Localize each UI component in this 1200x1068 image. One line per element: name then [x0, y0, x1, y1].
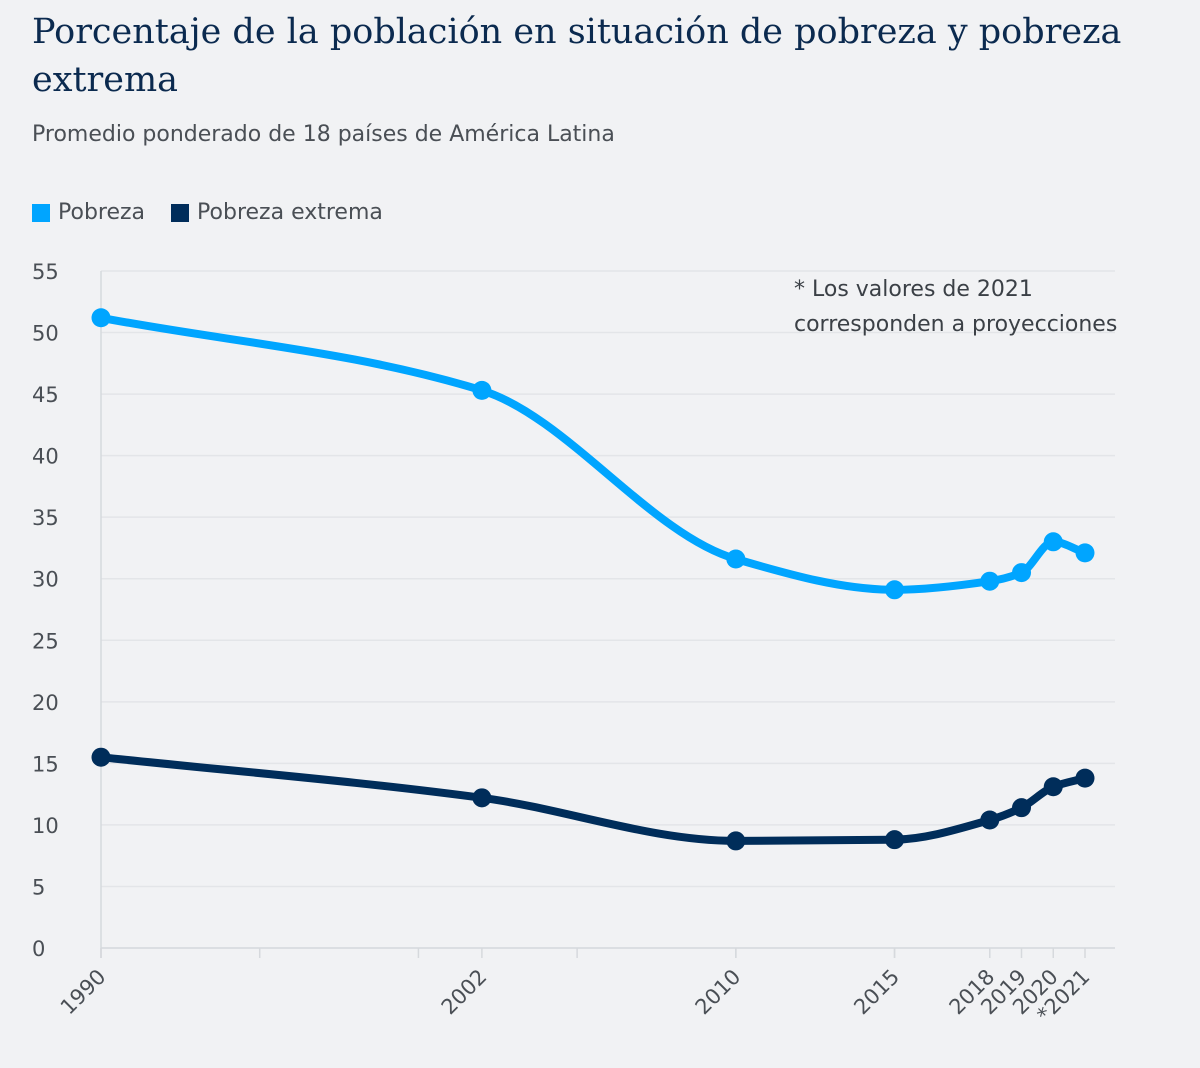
legend: Pobreza Pobreza extrema	[32, 200, 383, 225]
data-point-pobreza-2015[interactable]	[885, 580, 905, 600]
data-point-pobreza-2019[interactable]	[1012, 563, 1032, 583]
legend-label-pobreza: Pobreza	[58, 200, 146, 225]
y-tick-label: 55	[32, 260, 59, 284]
data-point-extrema-1990[interactable]	[91, 747, 111, 767]
series-line-pobreza	[97, 313, 1089, 594]
series-line-extrema	[97, 753, 1089, 845]
y-tick-label: 5	[32, 875, 45, 899]
data-point-extrema-2010[interactable]	[726, 831, 746, 851]
legend-swatch-pobreza	[32, 203, 50, 222]
x-tick-label: 2015	[849, 965, 904, 1020]
chart-title: Porcentaje de la población en situación …	[32, 12, 1122, 100]
x-tick-label: 2010	[691, 965, 746, 1020]
data-point-extrema-2019[interactable]	[1012, 798, 1032, 818]
data-point-extrema-2015[interactable]	[885, 830, 905, 850]
grid	[101, 270, 1115, 949]
y-tick-label: 45	[32, 383, 59, 407]
note-line-1: * Los valores de 2021	[794, 277, 1033, 302]
series	[91, 308, 1095, 851]
data-point-pobreza-2018[interactable]	[980, 571, 1000, 591]
legend-item-pobreza[interactable]: Pobreza	[32, 200, 145, 225]
x-tick-label: 1990	[56, 965, 111, 1020]
data-point-pobreza-1990[interactable]	[91, 308, 111, 328]
y-tick-label: 15	[32, 752, 59, 776]
legend-item-pobreza-extrema[interactable]: Pobreza extrema	[171, 200, 383, 225]
data-point-pobreza-2021[interactable]	[1075, 543, 1095, 563]
y-tick-label: 10	[32, 814, 59, 838]
y-tick-label: 50	[32, 322, 59, 346]
chart-subtitle: Promedio ponderado de 18 países de Améri…	[32, 122, 615, 147]
data-point-extrema-2018[interactable]	[980, 810, 1000, 830]
data-point-extrema-2002[interactable]	[472, 788, 492, 808]
y-tick-label: 20	[32, 691, 59, 715]
y-tick-label: 40	[32, 445, 59, 469]
note-line-2: corresponden a proyecciones	[794, 312, 1117, 337]
data-point-extrema-2021[interactable]	[1075, 768, 1095, 788]
y-tick-label: 30	[32, 568, 59, 592]
y-tick-label: 0	[32, 937, 45, 961]
data-point-pobreza-2010[interactable]	[726, 549, 746, 569]
legend-swatch-pobreza-extrema	[171, 203, 190, 222]
data-point-pobreza-2020[interactable]	[1043, 532, 1063, 552]
data-point-pobreza-2002[interactable]	[472, 380, 492, 400]
legend-label-pobreza-extrema: Pobreza extrema	[197, 200, 383, 225]
y-tick-label: 25	[32, 629, 59, 653]
data-point-extrema-2020[interactable]	[1043, 777, 1063, 797]
y-tick-label: 35	[32, 506, 59, 530]
x-tick-label: 2002	[437, 965, 492, 1020]
